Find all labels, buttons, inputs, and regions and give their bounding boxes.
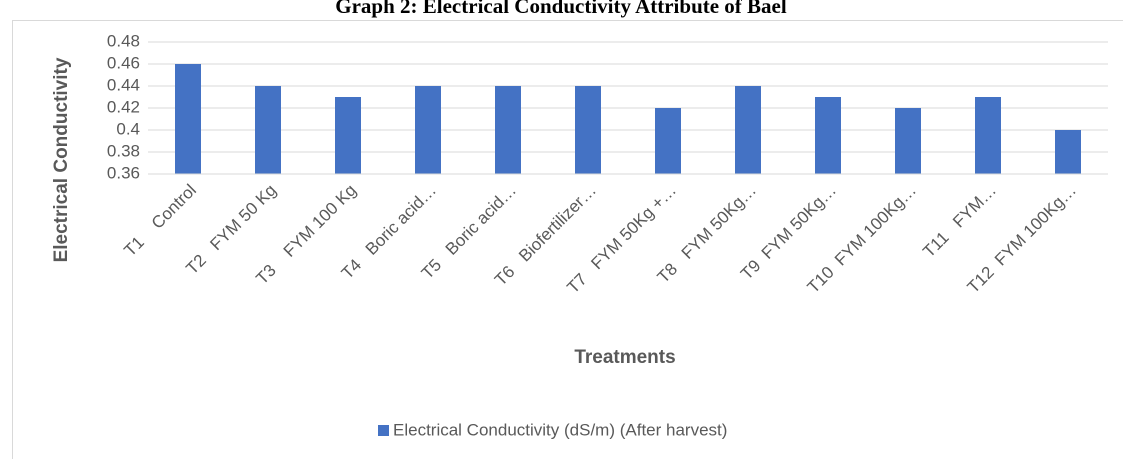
legend-label: Electrical Conductivity (dS/m) (After ha… xyxy=(393,420,727,439)
bar xyxy=(255,86,281,174)
bar xyxy=(175,64,201,174)
bar xyxy=(655,108,681,174)
bar xyxy=(335,97,361,174)
y-tick-label: 0.38 xyxy=(107,141,140,160)
bar xyxy=(975,97,1001,174)
bar xyxy=(735,86,761,174)
y-tick-label: 0.44 xyxy=(107,75,140,94)
bar xyxy=(895,108,921,174)
chart-border xyxy=(12,20,1123,459)
x-tick-label: T1 Control xyxy=(120,181,200,261)
bar xyxy=(575,86,601,174)
y-tick-label: 0.46 xyxy=(107,53,140,72)
bar xyxy=(1055,130,1081,174)
y-tick-label: 0.48 xyxy=(107,31,140,50)
y-tick-label: 0.36 xyxy=(107,163,140,182)
x-axis-title: Treatments xyxy=(574,347,675,368)
y-tick-label: 0.42 xyxy=(107,97,140,116)
x-tick-label: T11 FYM… xyxy=(919,181,1000,262)
bar xyxy=(815,97,841,174)
bar xyxy=(495,86,521,174)
y-axis-title: Electrical Conductivity xyxy=(51,57,72,262)
y-tick-label: 0.4 xyxy=(116,119,140,138)
bar xyxy=(415,86,441,174)
legend-swatch xyxy=(378,425,389,436)
chart-title: Graph 2: Electrical Conductivity Attribu… xyxy=(335,0,787,18)
